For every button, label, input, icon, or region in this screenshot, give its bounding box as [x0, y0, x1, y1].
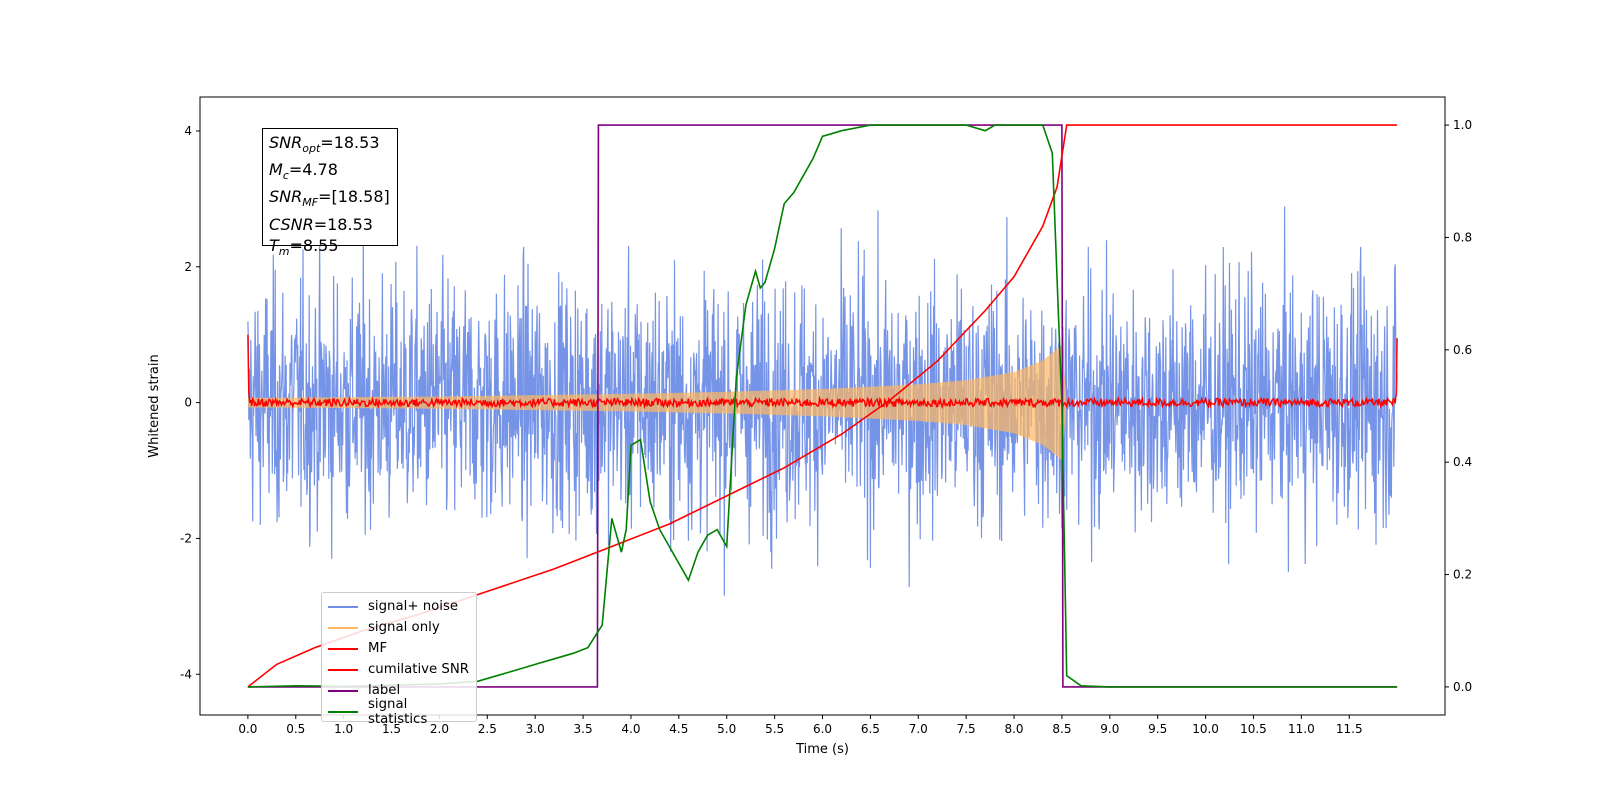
x-tick-label: 5.0	[717, 722, 736, 736]
legend-item-mf: MF	[328, 638, 470, 659]
y-tick-label: -4	[180, 667, 192, 681]
mf-series	[247, 334, 1398, 410]
tm-line: Tm=8.55	[269, 235, 339, 258]
mc-value: =4.78	[288, 160, 338, 180]
y-axis-right-ticks: 0.0 0.2 0.4 0.6 0.8 1.0	[1445, 118, 1472, 694]
legend-item-signal-noise: signal+ noise	[328, 596, 470, 617]
x-tick-label: 6.5	[861, 722, 880, 736]
y-right-tick-label: 0.6	[1453, 343, 1472, 357]
x-tick-label: 1.0	[334, 722, 353, 736]
snr-opt-value: =18.53	[320, 133, 380, 152]
y-right-tick-label: 1.0	[1453, 118, 1472, 132]
legend-label: label	[368, 683, 401, 698]
x-tick-label: 7.0	[909, 722, 928, 736]
y-right-tick-label: 0.4	[1453, 455, 1472, 469]
x-tick-label: 3.0	[526, 722, 545, 736]
legend-swatch	[328, 605, 358, 608]
mf-line	[247, 334, 1398, 410]
x-tick-label: 9.0	[1100, 722, 1119, 736]
signal-noise-series	[247, 206, 1398, 596]
y-tick-label: 4	[184, 124, 192, 138]
x-tick-label: 2.0	[430, 722, 449, 736]
x-tick-label: 9.5	[1148, 722, 1167, 736]
y-tick-label: 0	[184, 396, 192, 410]
x-tick-label: 5.5	[765, 722, 784, 736]
legend-item-signal-only: signal only	[328, 617, 470, 638]
x-tick-label: 10.0	[1192, 722, 1219, 736]
y-axis-label: Whitened strain	[147, 354, 162, 457]
legend-item-label: label	[328, 680, 470, 701]
x-tick-label: 10.5	[1240, 722, 1267, 736]
x-axis-label: Time (s)	[795, 742, 849, 757]
chart-legend: signal+ noise signal only MF cumilative …	[321, 592, 477, 727]
mc-line: Mc=4.78	[269, 160, 338, 183]
legend-label: cumilative SNR	[368, 662, 470, 677]
snr-mf-value: =[18.58]	[318, 187, 390, 207]
x-tick-label: 4.5	[669, 722, 688, 736]
annotation-box: SNRopt=18.53 Mc=4.78 SNRMF=[18.58] CSNR=…	[262, 128, 398, 258]
x-tick-label: 8.0	[1004, 722, 1023, 736]
y-right-tick-label: 0.0	[1453, 680, 1472, 694]
x-tick-label: 0.0	[238, 722, 257, 736]
legend-swatch	[328, 647, 358, 650]
legend-label: signal+ noise	[368, 599, 459, 614]
y-axis-left-ticks: -4 -2 0 2 4	[180, 124, 200, 681]
y-tick-label: -2	[180, 531, 192, 545]
x-axis-ticks: 0.0 0.5 1.0 1.5 2.0 2.5 3.0 3.5 4.0 4.5 5.0 5.5 6.0 6…	[238, 715, 1363, 736]
x-tick-label: 11.5	[1336, 722, 1363, 736]
legend-swatch	[328, 668, 358, 671]
legend-label: signal only	[368, 620, 440, 635]
x-tick-label: 3.5	[574, 722, 593, 736]
legend-item-signal-statistics: signal statistics	[328, 697, 470, 727]
signal-statistics-line	[247, 124, 1398, 688]
legend-item-cumilative-snr: cumilative SNR	[328, 659, 470, 680]
tm-value: =8.55	[289, 235, 339, 255]
csnr-line: CSNR=18.53	[269, 214, 373, 234]
csnr-value: =18.53	[313, 214, 373, 234]
x-tick-label: 7.5	[957, 722, 976, 736]
signal-noise-line	[247, 206, 1398, 596]
x-tick-label: 4.0	[621, 722, 640, 736]
x-tick-label: 2.5	[478, 722, 497, 736]
legend-swatch	[328, 626, 358, 629]
x-tick-label: 6.0	[813, 722, 832, 736]
legend-label: signal statistics	[368, 696, 428, 727]
snr-opt-line: SNRopt=18.53	[269, 133, 380, 156]
legend-swatch	[328, 689, 358, 692]
x-tick-label: 0.5	[286, 722, 305, 736]
legend-label: MF	[368, 641, 388, 656]
x-tick-label: 11.0	[1288, 722, 1315, 736]
y-tick-label: 2	[184, 260, 192, 274]
y-right-tick-label: 0.2	[1453, 568, 1472, 582]
snr-mf-line: SNRMF=[18.58]	[269, 187, 390, 210]
x-tick-label: 8.5	[1052, 722, 1071, 736]
y-right-tick-label: 0.8	[1453, 230, 1472, 244]
legend-swatch	[328, 710, 358, 713]
x-tick-label: 1.5	[382, 722, 401, 736]
